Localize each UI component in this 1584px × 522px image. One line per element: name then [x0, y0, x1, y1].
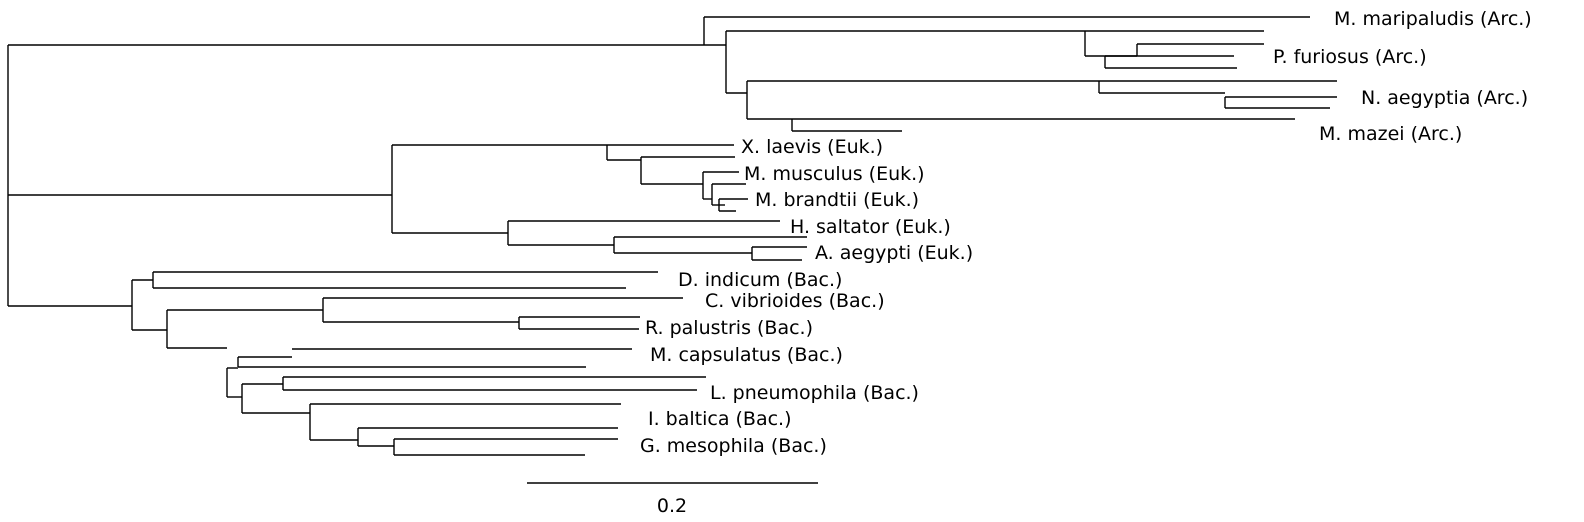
scale-bar: 0.2 [527, 482, 818, 517]
leaf-label: P. furiosus (Arc.) [1273, 46, 1427, 68]
leaf-label: M. brandtii (Euk.) [755, 189, 919, 211]
leaf-label: D. indicum (Bac.) [678, 269, 842, 291]
leaf-label: M. capsulatus (Bac.) [650, 344, 843, 366]
leaf-label: G. mesophila (Bac.) [640, 435, 827, 457]
leaf-label: L. pneumophila (Bac.) [710, 382, 919, 404]
leaf-labels: M. maripaludis (Arc.) P. furiosus (Arc.) N… [640, 8, 1532, 457]
leaf-label: A. aegypti (Euk.) [815, 242, 973, 264]
leaf-label: R. palustris (Bac.) [645, 317, 813, 339]
leaf-label: M. mazei (Arc.) [1319, 123, 1462, 145]
leaf-label: X. laevis (Euk.) [741, 136, 883, 158]
tree-branches [7, 16, 1337, 456]
leaf-label: H. saltator (Euk.) [790, 216, 951, 238]
scale-bar-label: 0.2 [657, 495, 687, 517]
leaf-label: M. maripaludis (Arc.) [1334, 8, 1532, 30]
leaf-label: C. vibrioides (Bac.) [705, 290, 885, 312]
leaf-label: N. aegyptia (Arc.) [1361, 87, 1528, 109]
leaf-label: I. baltica (Bac.) [648, 408, 792, 430]
leaf-label: M. musculus (Euk.) [744, 163, 925, 185]
